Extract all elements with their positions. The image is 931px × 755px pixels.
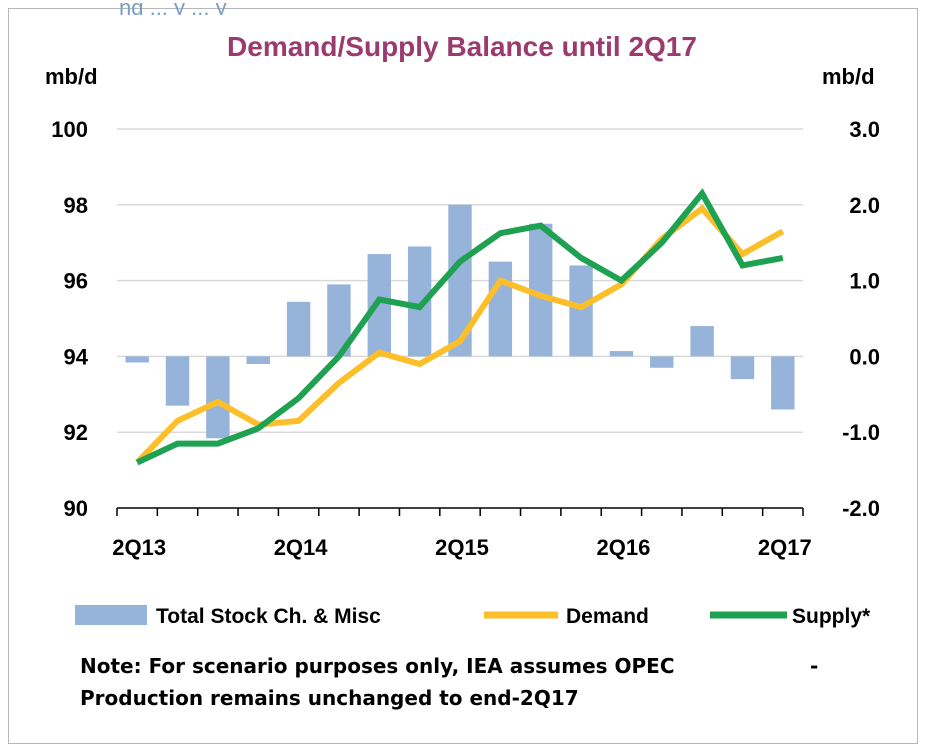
right-tick-1.0: 1.0 <box>849 269 880 294</box>
tick-labels: 100 98 96 94 92 90 3.0 2.0 1.0 0.0 -1.0 -2.0 2Q13 2Q1… <box>51 117 880 560</box>
bar-3Q13 <box>165 356 190 406</box>
line-supply <box>135 188 784 466</box>
left-tick-90: 90 <box>64 496 88 521</box>
bar-2Q13 <box>125 356 149 363</box>
bar-2Q16 <box>609 351 634 357</box>
right-tick--1.0: -1.0 <box>842 420 880 445</box>
right-tick--2.0: -2.0 <box>842 496 880 521</box>
bar-1Q15 <box>407 246 432 357</box>
left-tick-98: 98 <box>64 193 88 218</box>
x-tick-2Q15: 2Q15 <box>435 535 489 560</box>
right-axis-unit: mb/d <box>822 64 875 89</box>
left-tick-96: 96 <box>64 269 88 294</box>
bar-4Q14 <box>367 254 391 357</box>
x-tick-2Q14: 2Q14 <box>274 535 329 560</box>
x-tick-2Q13: 2Q13 <box>112 535 166 560</box>
series-lines <box>135 188 785 466</box>
bar-2Q15 <box>448 204 472 357</box>
bar-3Q15 <box>488 261 513 357</box>
note-dash: - <box>810 654 819 678</box>
chart-title: Demand/Supply Balance until 2Q17 <box>227 31 697 62</box>
chart-frame: ng ... y ... y <box>8 0 918 744</box>
left-tick-100: 100 <box>51 117 88 142</box>
axes <box>116 507 804 516</box>
bar-1Q17 <box>730 356 755 380</box>
cropped-heading-fragment: ng ... y ... y <box>119 0 227 15</box>
bar-1Q16 <box>569 265 593 357</box>
note-line-2: Production remains unchanged to end-2Q17 <box>80 686 579 710</box>
bar-4Q13 <box>206 356 230 439</box>
bar-4Q15 <box>529 223 553 357</box>
right-tick-2.0: 2.0 <box>849 193 880 218</box>
left-tick-92: 92 <box>64 420 88 445</box>
bar-1Q14 <box>246 356 270 364</box>
x-tick-2Q16: 2Q16 <box>597 535 651 560</box>
scenario-note: Note: For scenario purposes only, IEA as… <box>80 650 840 714</box>
legend-label-supply: Supply* <box>792 605 871 628</box>
left-axis-unit: mb/d <box>45 64 98 89</box>
bar-3Q14 <box>327 284 351 357</box>
note-line-1: Note: For scenario purposes only, IEA as… <box>80 654 675 678</box>
bar-2Q17 <box>771 356 795 410</box>
right-tick-3.0: 3.0 <box>849 117 880 142</box>
bar-3Q16 <box>650 356 674 368</box>
legend-label-demand: Demand <box>566 605 649 628</box>
legend: Total Stock Ch. & Misc Demand Supply* <box>75 605 871 628</box>
legend-swatch-stock <box>75 605 147 625</box>
right-tick-0.0: 0.0 <box>849 344 880 369</box>
stock-change-bars <box>125 204 795 439</box>
legend-label-stock: Total Stock Ch. & Misc <box>156 605 381 628</box>
left-tick-94: 94 <box>64 344 89 369</box>
x-tick-2Q17: 2Q17 <box>758 535 812 560</box>
bar-2Q14 <box>286 301 311 357</box>
bar-4Q16 <box>690 326 714 357</box>
